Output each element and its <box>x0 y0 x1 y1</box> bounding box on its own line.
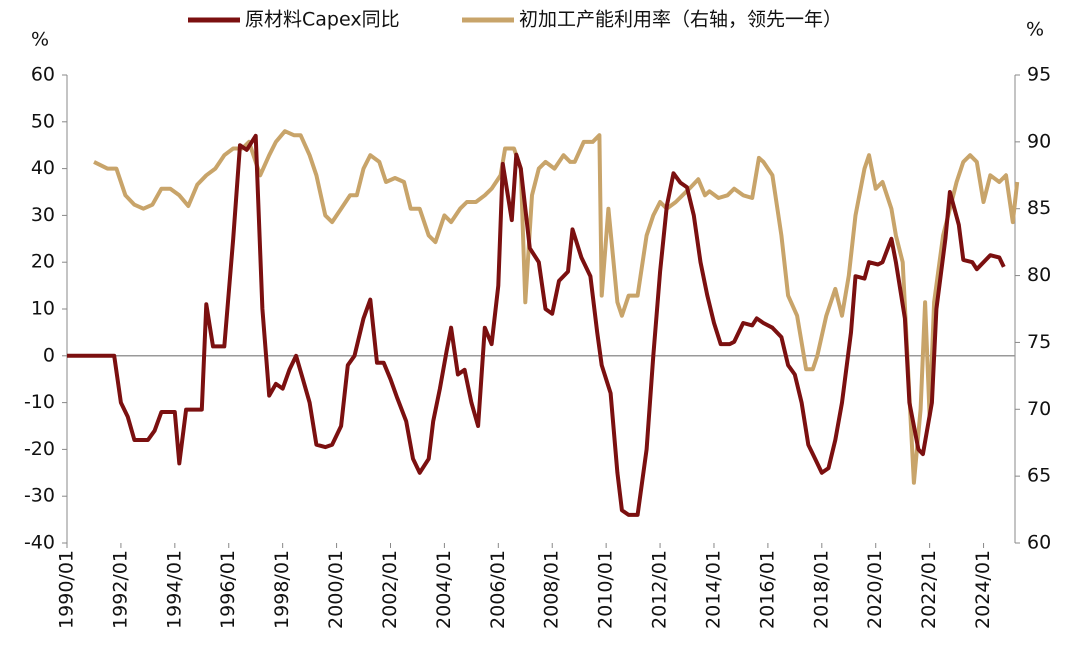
x-tick-label: 2016/01 <box>756 550 778 629</box>
x-tick-label: 2018/01 <box>810 550 832 629</box>
y2-tick-label: 75 <box>1027 331 1051 353</box>
y-tick-label: 60 <box>31 64 55 86</box>
y2-tick-label: 85 <box>1027 197 1051 219</box>
y-tick-label: 10 <box>31 298 55 320</box>
y2-tick-label: 70 <box>1027 398 1051 420</box>
x-tick-label: 2000/01 <box>325 550 347 629</box>
y2-tick-label: 80 <box>1027 264 1051 286</box>
x-tick-label: 2022/01 <box>918 550 940 629</box>
y-tick-label: 0 <box>43 344 55 366</box>
x-tick-label: 2024/01 <box>972 550 994 629</box>
y-unit: % <box>31 29 49 51</box>
x-tick-label: 2006/01 <box>487 550 509 629</box>
y2-unit: % <box>1026 19 1044 41</box>
y-tick-label: -20 <box>24 438 55 460</box>
y2-tick-label: 65 <box>1027 465 1051 487</box>
y2-tick-label: 95 <box>1027 64 1051 86</box>
x-tick-label: 2012/01 <box>649 550 671 629</box>
x-tick-label: 1998/01 <box>271 550 293 629</box>
legend-label: 原材料Capex同比 <box>245 9 400 31</box>
x-tick-label: 1994/01 <box>163 550 185 629</box>
x-tick-label: 2002/01 <box>379 550 401 629</box>
y2-tick-label: 60 <box>1027 532 1051 554</box>
x-tick-label: 1990/01 <box>56 550 78 629</box>
y-tick-label: 40 <box>31 157 55 179</box>
legend-label: 初加工产能利用率（右轴，领先一年） <box>519 9 842 31</box>
y-tick-label: -30 <box>24 485 55 507</box>
y-tick-label: 20 <box>31 251 55 273</box>
x-tick-label: 1992/01 <box>109 550 131 629</box>
y2-tick-label: 90 <box>1027 130 1051 152</box>
x-tick-label: 1996/01 <box>217 550 239 629</box>
x-tick-label: 2020/01 <box>864 550 886 629</box>
y-tick-label: -40 <box>24 532 55 554</box>
y-tick-label: 50 <box>31 110 55 132</box>
x-tick-label: 2004/01 <box>433 550 455 629</box>
series-line <box>93 129 1020 485</box>
y-tick-label: 30 <box>31 204 55 226</box>
x-tick-label: 2008/01 <box>541 550 563 629</box>
y-tick-label: -10 <box>24 391 55 413</box>
x-tick-label: 2014/01 <box>702 550 724 629</box>
series-line <box>67 133 1006 517</box>
x-tick-label: 2010/01 <box>595 550 617 629</box>
